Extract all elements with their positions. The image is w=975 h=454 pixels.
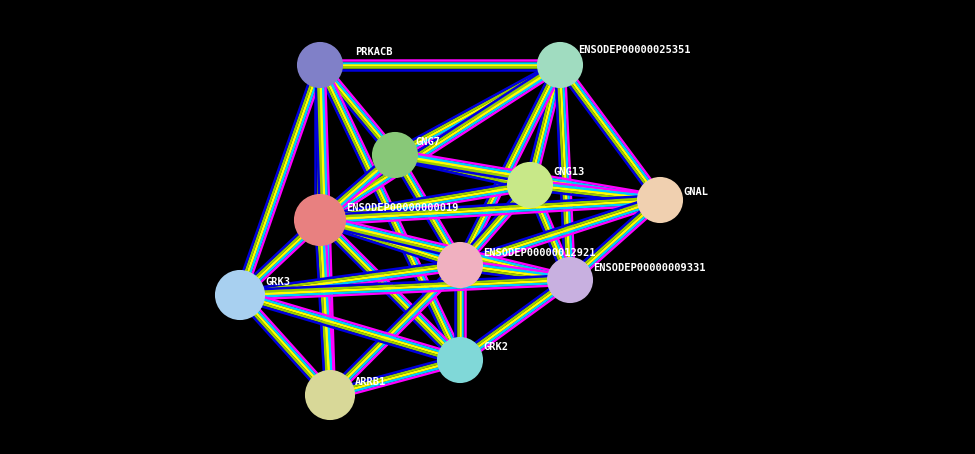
Circle shape <box>638 178 682 222</box>
Text: ENSODEP00000012921: ENSODEP00000012921 <box>483 248 596 258</box>
Circle shape <box>298 43 342 87</box>
Text: GNG13: GNG13 <box>553 167 584 177</box>
Circle shape <box>438 243 482 287</box>
Text: GRK3: GRK3 <box>265 277 290 287</box>
Circle shape <box>508 163 552 207</box>
Text: ENSODEP00000025351: ENSODEP00000025351 <box>578 45 690 55</box>
Text: ENSODEP00000000019: ENSODEP00000000019 <box>346 203 458 213</box>
Text: GNAL: GNAL <box>683 187 708 197</box>
Circle shape <box>538 43 582 87</box>
Text: ARRB1: ARRB1 <box>355 377 386 387</box>
Circle shape <box>306 371 354 419</box>
Text: GNG7: GNG7 <box>415 137 440 147</box>
Text: GRK2: GRK2 <box>483 342 508 352</box>
Text: ENSODEP00000009331: ENSODEP00000009331 <box>593 263 706 273</box>
Circle shape <box>548 258 592 302</box>
Circle shape <box>438 338 482 382</box>
Circle shape <box>373 133 417 177</box>
Text: PRKACB: PRKACB <box>355 47 393 57</box>
Circle shape <box>295 195 345 245</box>
Circle shape <box>216 271 264 319</box>
